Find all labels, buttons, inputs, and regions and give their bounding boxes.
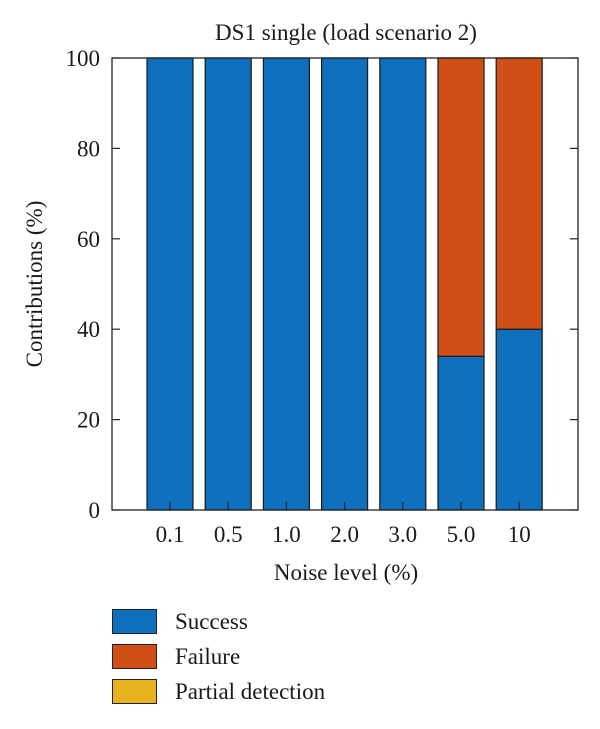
y-tick-label-40: 40 bbox=[77, 317, 100, 342]
bar-success-3.0 bbox=[379, 57, 427, 511]
x-axis-label: Noise level (%) bbox=[274, 560, 418, 585]
chart-svg: DS1 single (load scenario 2) 0 20 40 60 80 10… bbox=[22, 20, 579, 585]
bar-failure-5.0 bbox=[437, 57, 485, 357]
bar-success-0.5 bbox=[204, 57, 252, 511]
y-tick-label-60: 60 bbox=[77, 227, 100, 252]
chart-title: DS1 single (load scenario 2) bbox=[215, 20, 477, 45]
y-tick-label-0: 0 bbox=[89, 498, 101, 523]
y-axis-label: Contributions (%) bbox=[22, 201, 47, 368]
y-tick-label-80: 80 bbox=[77, 136, 100, 161]
x-tick-label-1.0: 1.0 bbox=[272, 522, 301, 547]
y-axis: 0 20 40 60 80 100 bbox=[66, 46, 578, 523]
legend-item-failure: Failure bbox=[112, 639, 325, 674]
x-axis: 0.1 0.5 1.0 2.0 3.0 5.0 10 bbox=[156, 502, 531, 547]
legend-swatch-success bbox=[112, 609, 157, 634]
legend-label-success: Success bbox=[175, 608, 248, 634]
y-tick-label-100: 100 bbox=[66, 46, 101, 71]
bar-success-5.0 bbox=[437, 355, 485, 511]
x-tick-label-2.0: 2.0 bbox=[330, 522, 359, 547]
legend-label-failure: Failure bbox=[175, 643, 241, 669]
legend-item-partial-detection: Partial detection bbox=[112, 674, 325, 709]
x-tick-label-3.0: 3.0 bbox=[388, 522, 417, 547]
x-tick-label-10: 10 bbox=[508, 522, 531, 547]
bars-group bbox=[146, 57, 543, 511]
bar-success-1.0 bbox=[262, 57, 310, 511]
bar-success-0.1 bbox=[146, 57, 194, 511]
legend-item-success: Success bbox=[112, 604, 325, 639]
legend-swatch-partial-detection bbox=[112, 679, 157, 704]
bar-success-10 bbox=[495, 328, 543, 511]
legend-label-partial-detection: Partial detection bbox=[175, 678, 326, 704]
x-tick-label-0.1: 0.1 bbox=[156, 522, 185, 547]
legend: Success Failure Partial detection bbox=[112, 604, 325, 709]
bar-failure-10 bbox=[495, 57, 543, 330]
y-tick-label-20: 20 bbox=[77, 408, 100, 433]
legend-swatch-failure bbox=[112, 644, 157, 669]
x-tick-label-5.0: 5.0 bbox=[447, 522, 476, 547]
bar-success-2.0 bbox=[321, 57, 369, 511]
x-tick-label-0.5: 0.5 bbox=[214, 522, 243, 547]
